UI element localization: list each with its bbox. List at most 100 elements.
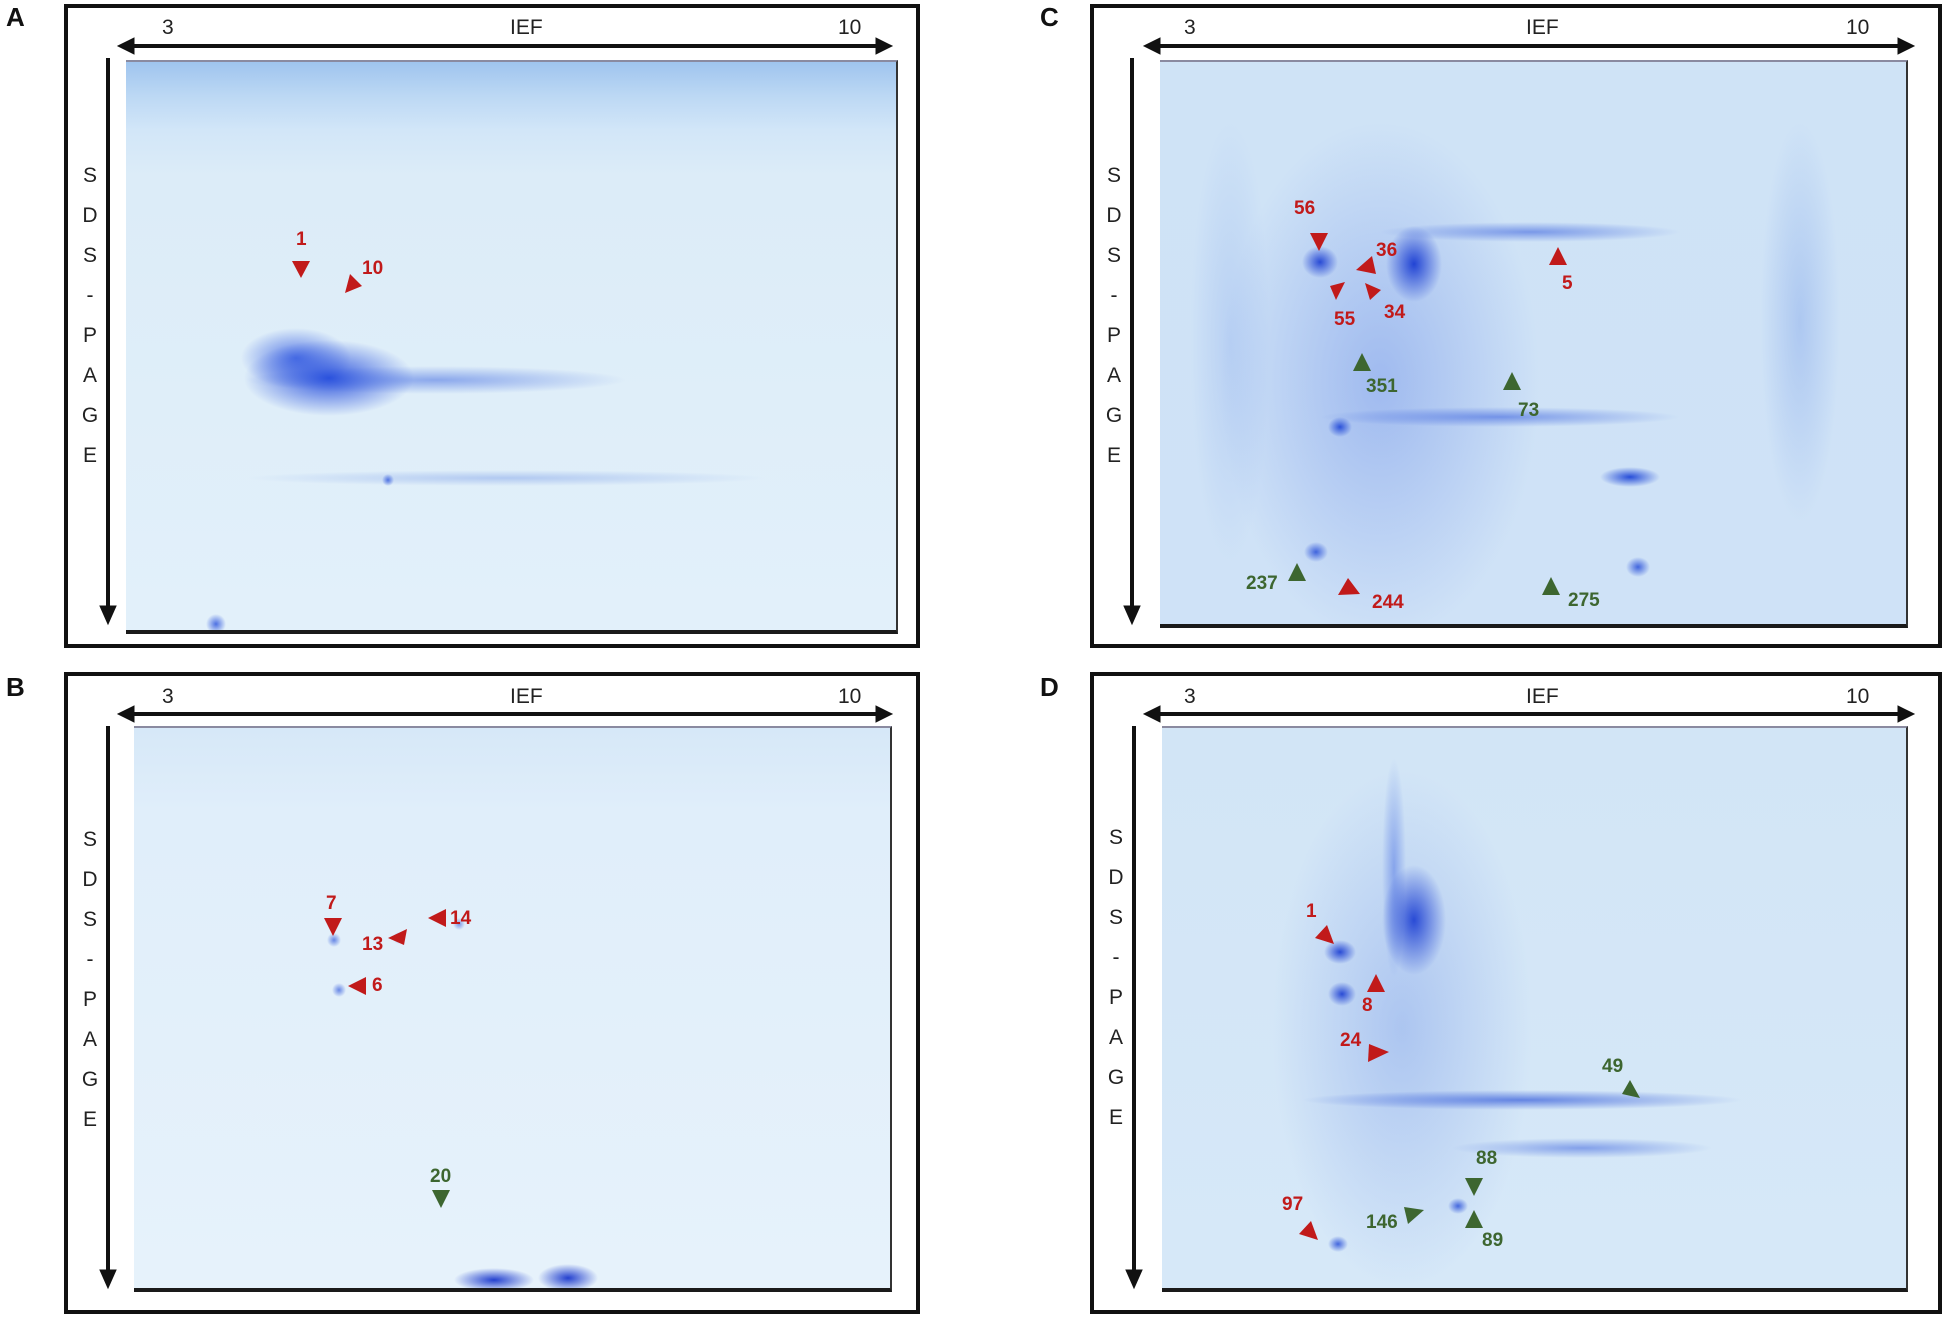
spot-label-b-13: 13 — [362, 934, 384, 955]
panel-letter-b: B — [6, 672, 25, 702]
sds-letter: E — [82, 1108, 97, 1131]
spot-arrow-b-20 — [432, 1190, 450, 1208]
sds-letter: S — [1108, 906, 1123, 929]
spot-label-b-20: 20 — [430, 1166, 452, 1187]
gel-image-b — [134, 726, 892, 1292]
spot-label-d-88: 88 — [1476, 1148, 1498, 1169]
spot-arrow-a-1 — [292, 261, 310, 278]
sds-page-axis-arrow-b — [99, 726, 117, 1290]
sds-letter: S — [1106, 164, 1121, 187]
spot-label-b-14: 14 — [450, 908, 472, 929]
sds-letter: D — [1108, 866, 1124, 889]
spot-arrow-c-73 — [1503, 372, 1521, 390]
sds-letter: P — [82, 988, 97, 1011]
sds-letter: P — [1108, 986, 1123, 1009]
sds-letter: E — [82, 444, 97, 467]
panel-letter-c: C — [1040, 2, 1059, 32]
spot-arrow-d-24 — [1368, 1044, 1389, 1062]
spot-arrow-c-55 — [1330, 282, 1345, 300]
spot-arrow-d-8 — [1367, 974, 1385, 992]
sds-letter: A — [82, 1028, 97, 1051]
spot-label-c-55: 55 — [1334, 309, 1356, 330]
spot-arrow-c-275 — [1542, 577, 1560, 595]
sds-letter: A — [1108, 1026, 1123, 1049]
ief-axis-title-a: IEF — [510, 16, 543, 39]
spot-arrow-d-49 — [1622, 1080, 1640, 1098]
ief-end-tick-d: 10 — [1846, 685, 1870, 708]
ief-start-tick-a: 3 — [162, 16, 174, 39]
spot-label-d-1: 1 — [1306, 901, 1317, 922]
spot-arrow-b-13 — [388, 929, 407, 945]
spot-arrow-d-1 — [1315, 925, 1334, 944]
sds-page-axis-arrow-c — [1123, 58, 1141, 626]
spot-label-c-237: 237 — [1246, 573, 1278, 594]
sds-letter: G — [81, 404, 99, 427]
panel-letter-a: A — [6, 2, 25, 32]
spot-label-c-275: 275 — [1568, 590, 1600, 611]
spot-label-c-73: 73 — [1518, 400, 1540, 421]
sds-page-axis-label-d: S D S - P A G E — [1104, 818, 1128, 1138]
spot-label-b-7: 7 — [326, 893, 337, 914]
sds-letter: - — [1112, 946, 1120, 969]
spot-label-d-97: 97 — [1282, 1194, 1304, 1215]
sds-letter: G — [1105, 404, 1123, 427]
ief-axis-title-b: IEF — [510, 685, 543, 708]
spot-arrow-c-56 — [1310, 233, 1328, 251]
ief-axis-arrow-c — [1142, 37, 1916, 55]
sds-page-axis-label-a: S D S - P A G E — [78, 156, 102, 476]
sds-letter: S — [82, 244, 97, 267]
sds-page-axis-arrow-a — [99, 58, 117, 626]
gel-image-a — [126, 60, 898, 634]
sds-letter: P — [1106, 324, 1121, 347]
gel-image-c — [1160, 60, 1908, 628]
sds-letter: G — [81, 1068, 99, 1091]
ief-end-tick-a: 10 — [838, 16, 862, 39]
spot-label-d-89: 89 — [1482, 1230, 1504, 1251]
ief-axis-arrow-d — [1142, 705, 1916, 723]
panel-letter-d: D — [1040, 672, 1059, 702]
spot-label-c-351: 351 — [1366, 376, 1398, 397]
spot-label-c-36: 36 — [1376, 240, 1398, 261]
spot-arrow-d-97 — [1299, 1221, 1318, 1240]
spot-arrow-c-244 — [1338, 578, 1360, 595]
spot-label-a-1: 1 — [296, 229, 307, 250]
sds-letter: D — [1106, 204, 1122, 227]
ief-start-tick-d: 3 — [1184, 685, 1196, 708]
spot-arrow-c-351 — [1353, 353, 1371, 371]
ief-start-tick-c: 3 — [1184, 16, 1196, 39]
sds-letter: D — [82, 204, 98, 227]
sds-letter: D — [82, 868, 98, 891]
sds-letter: G — [1107, 1066, 1125, 1089]
sds-letter: E — [1106, 444, 1121, 467]
spot-arrow-c-34 — [1365, 283, 1381, 300]
sds-letter: E — [1108, 1106, 1123, 1129]
spot-arrow-b-6 — [348, 977, 366, 995]
sds-letter: - — [1110, 284, 1118, 307]
spot-label-d-24: 24 — [1340, 1030, 1362, 1051]
spot-arrow-c-5 — [1549, 247, 1567, 265]
gel-image-d — [1162, 726, 1908, 1292]
spot-arrow-a-10 — [345, 274, 362, 293]
spot-label-c-56: 56 — [1294, 198, 1316, 219]
sds-page-axis-label-c: S D S - P A G E — [1102, 156, 1126, 476]
sds-page-axis-label-b: S D S - P A G E — [78, 820, 102, 1140]
sds-letter: A — [82, 364, 97, 387]
ief-axis-title-d: IEF — [1526, 685, 1559, 708]
ief-axis-title-c: IEF — [1526, 16, 1559, 39]
sds-letter: A — [1106, 364, 1121, 387]
spot-label-c-244: 244 — [1372, 592, 1404, 613]
ief-end-tick-b: 10 — [838, 685, 862, 708]
sds-letter: - — [86, 284, 94, 307]
sds-letter: - — [86, 948, 94, 971]
sds-letter: S — [1106, 244, 1121, 267]
spot-label-a-10: 10 — [362, 258, 384, 279]
spot-label-d-49: 49 — [1602, 1056, 1624, 1077]
spot-label-d-8: 8 — [1362, 995, 1373, 1016]
sds-page-axis-arrow-d — [1125, 726, 1143, 1290]
spot-label-c-5: 5 — [1562, 273, 1573, 294]
sds-letter: S — [82, 828, 97, 851]
sds-letter: P — [82, 324, 97, 347]
ief-start-tick-b: 3 — [162, 685, 174, 708]
spot-arrow-c-36 — [1356, 256, 1376, 274]
